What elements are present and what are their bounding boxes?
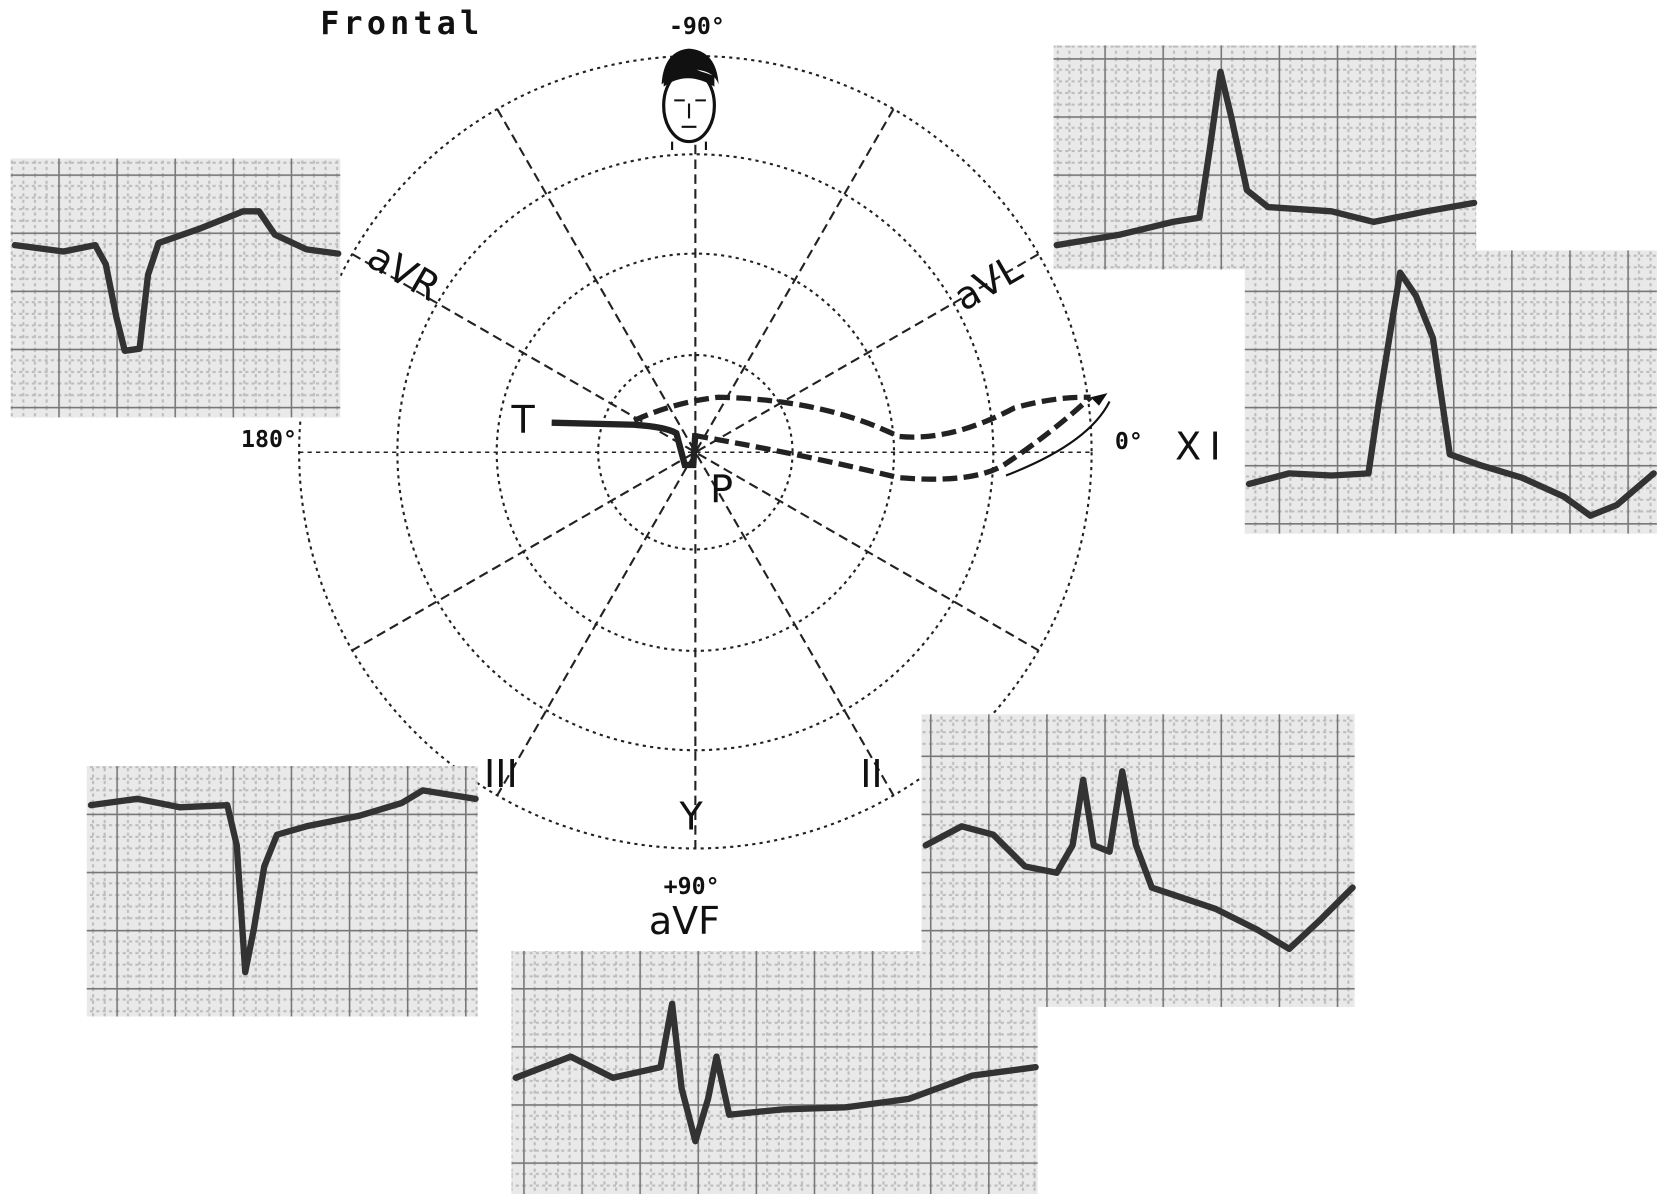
lead-label: III: [484, 752, 518, 796]
lead-label: Y: [679, 794, 704, 838]
lead-label: II: [860, 752, 882, 796]
vector-loop: [552, 393, 1110, 479]
angle-label: 0°: [1115, 428, 1143, 455]
ecg-strip: [1054, 45, 1477, 269]
ecg-strip: [512, 951, 1038, 1194]
vectorcardiogram: Frontal -90° 180° 0° +90° aVR aVL aVF XI…: [0, 0, 1657, 1194]
head-icon: [662, 49, 719, 150]
lead-label: aVL: [946, 246, 1029, 319]
lead-label: XI: [1175, 425, 1229, 469]
loop-label: P: [710, 467, 733, 511]
loop-label: T: [511, 398, 536, 442]
ecg-strip: [11, 158, 341, 417]
ecg-strip: [87, 766, 478, 1016]
title: Frontal: [320, 6, 483, 42]
ecg-strip: [1245, 250, 1657, 533]
angle-label: 180°: [241, 426, 297, 453]
lead-label: aVF: [649, 899, 720, 943]
lead-label: aVR: [360, 234, 448, 310]
angle-label: -90°: [669, 13, 725, 40]
angle-label: +90°: [664, 873, 720, 900]
